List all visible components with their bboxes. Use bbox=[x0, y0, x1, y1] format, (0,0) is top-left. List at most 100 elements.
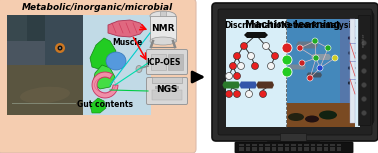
Polygon shape bbox=[244, 32, 268, 38]
Circle shape bbox=[245, 91, 253, 97]
Bar bbox=[252, 144, 257, 146]
Bar bbox=[265, 144, 270, 146]
Ellipse shape bbox=[288, 113, 304, 121]
Bar bbox=[304, 147, 308, 149]
Bar bbox=[259, 147, 263, 149]
Bar bbox=[330, 149, 335, 151]
Circle shape bbox=[325, 45, 331, 51]
Circle shape bbox=[229, 62, 237, 69]
Bar bbox=[271, 147, 276, 149]
Bar bbox=[245, 144, 250, 146]
Bar bbox=[245, 149, 250, 151]
Bar bbox=[7, 15, 45, 65]
Polygon shape bbox=[311, 54, 331, 60]
Circle shape bbox=[361, 54, 367, 60]
Bar bbox=[324, 144, 328, 146]
Text: Machine learning: Machine learning bbox=[245, 20, 341, 30]
Bar bbox=[297, 149, 302, 151]
Bar bbox=[278, 147, 282, 149]
Bar bbox=[336, 149, 341, 151]
Circle shape bbox=[317, 65, 323, 71]
Circle shape bbox=[262, 43, 270, 50]
Bar bbox=[297, 144, 302, 146]
FancyBboxPatch shape bbox=[212, 3, 378, 141]
Polygon shape bbox=[92, 72, 118, 98]
Bar bbox=[152, 90, 182, 100]
Text: Metabolic/inorganic/microbial: Metabolic/inorganic/microbial bbox=[22, 3, 173, 12]
Polygon shape bbox=[239, 82, 257, 88]
Bar bbox=[226, 19, 360, 127]
Bar bbox=[27, 15, 45, 41]
Bar bbox=[278, 144, 282, 146]
Ellipse shape bbox=[319, 110, 337, 119]
Circle shape bbox=[282, 67, 292, 77]
Circle shape bbox=[226, 73, 232, 80]
Bar bbox=[310, 149, 315, 151]
Bar bbox=[291, 144, 296, 146]
Circle shape bbox=[307, 75, 313, 81]
FancyBboxPatch shape bbox=[0, 0, 196, 153]
Bar bbox=[252, 149, 257, 151]
Polygon shape bbox=[348, 37, 355, 39]
Circle shape bbox=[313, 55, 319, 61]
Bar bbox=[317, 149, 322, 151]
Bar bbox=[350, 19, 355, 123]
Circle shape bbox=[248, 52, 254, 60]
Polygon shape bbox=[348, 82, 355, 84]
Bar bbox=[304, 144, 308, 146]
Bar bbox=[259, 144, 263, 146]
Ellipse shape bbox=[136, 65, 142, 73]
Circle shape bbox=[240, 43, 248, 50]
Circle shape bbox=[361, 69, 367, 73]
Circle shape bbox=[299, 60, 305, 66]
Circle shape bbox=[57, 45, 62, 50]
Bar bbox=[336, 147, 341, 149]
Polygon shape bbox=[288, 65, 306, 69]
Bar bbox=[152, 77, 182, 83]
Circle shape bbox=[282, 43, 292, 53]
Bar bbox=[317, 147, 322, 149]
Polygon shape bbox=[90, 38, 116, 70]
Polygon shape bbox=[90, 98, 106, 113]
Bar bbox=[285, 147, 289, 149]
Bar bbox=[239, 147, 243, 149]
Bar bbox=[317, 144, 322, 146]
Bar bbox=[267, 141, 319, 146]
Polygon shape bbox=[340, 19, 355, 103]
Polygon shape bbox=[287, 103, 355, 127]
FancyBboxPatch shape bbox=[235, 142, 353, 153]
Bar bbox=[271, 149, 276, 151]
Bar bbox=[239, 144, 243, 146]
Circle shape bbox=[260, 91, 266, 97]
FancyBboxPatch shape bbox=[147, 50, 187, 75]
Bar bbox=[280, 133, 306, 143]
Bar bbox=[245, 147, 250, 149]
FancyBboxPatch shape bbox=[147, 78, 187, 104]
Bar bbox=[271, 144, 276, 146]
Bar bbox=[358, 15, 370, 125]
Circle shape bbox=[297, 45, 303, 51]
Circle shape bbox=[361, 82, 367, 88]
Bar bbox=[7, 65, 83, 115]
Ellipse shape bbox=[150, 37, 176, 45]
Bar bbox=[285, 144, 289, 146]
Circle shape bbox=[268, 62, 274, 69]
Bar bbox=[310, 144, 315, 146]
Bar bbox=[151, 54, 166, 70]
Circle shape bbox=[312, 38, 318, 44]
Bar bbox=[239, 149, 243, 151]
Ellipse shape bbox=[150, 11, 176, 21]
Polygon shape bbox=[372, 11, 374, 125]
Polygon shape bbox=[348, 67, 355, 69]
Text: monitor: monitor bbox=[362, 33, 366, 47]
Polygon shape bbox=[93, 65, 115, 89]
Polygon shape bbox=[256, 82, 274, 88]
Circle shape bbox=[234, 73, 240, 80]
Circle shape bbox=[271, 52, 279, 60]
Bar bbox=[7, 15, 27, 41]
Circle shape bbox=[55, 43, 65, 53]
Circle shape bbox=[361, 41, 367, 45]
Polygon shape bbox=[222, 82, 240, 88]
Polygon shape bbox=[307, 73, 322, 78]
Bar bbox=[265, 149, 270, 151]
